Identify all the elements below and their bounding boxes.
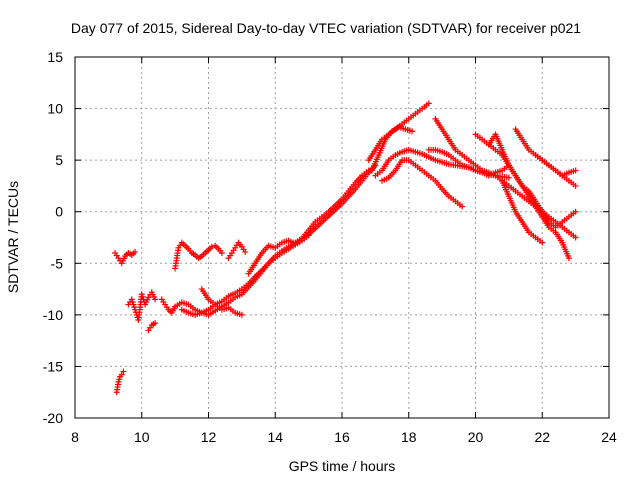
data-point bbox=[242, 248, 249, 255]
x-tick-label: 10 bbox=[134, 429, 150, 445]
data-point bbox=[565, 255, 572, 262]
y-tick-label: 15 bbox=[47, 49, 63, 65]
data-point bbox=[238, 311, 245, 318]
y-tick-label: 0 bbox=[55, 204, 63, 220]
data-point bbox=[132, 248, 139, 255]
x-axis-title: GPS time / hours bbox=[289, 458, 396, 474]
x-tick-label: 12 bbox=[201, 429, 217, 445]
x-tick-label: 24 bbox=[601, 429, 617, 445]
data-point bbox=[305, 232, 312, 239]
x-tick-label: 18 bbox=[401, 429, 417, 445]
data-point bbox=[208, 243, 215, 250]
grid bbox=[75, 57, 609, 418]
chart-title: Day 077 of 2015, Sidereal Day-to-day VTE… bbox=[71, 20, 581, 36]
data-point bbox=[425, 100, 432, 107]
y-axis-title: SDTVAR / TECUs bbox=[5, 181, 21, 293]
y-tick-label: -5 bbox=[51, 255, 64, 271]
data-point bbox=[572, 234, 579, 241]
data-points bbox=[112, 100, 579, 396]
data-point bbox=[118, 371, 125, 378]
data-point bbox=[218, 249, 225, 256]
data-point bbox=[572, 182, 579, 189]
data-point bbox=[505, 174, 512, 181]
y-tick-label: -10 bbox=[43, 307, 63, 323]
data-point bbox=[572, 208, 579, 215]
x-tick-label: 14 bbox=[267, 429, 283, 445]
data-point bbox=[152, 320, 159, 327]
data-point bbox=[152, 296, 159, 303]
x-tick-label: 16 bbox=[334, 429, 350, 445]
y-tick-label: 5 bbox=[55, 152, 63, 168]
x-tick-label: 20 bbox=[468, 429, 484, 445]
data-point bbox=[459, 203, 466, 210]
x-tick-label: 8 bbox=[71, 429, 79, 445]
data-point bbox=[539, 239, 546, 246]
x-tick-label: 22 bbox=[534, 429, 550, 445]
data-point bbox=[572, 167, 579, 174]
axis-ticks: 8 10 12 14 16 18 20 22 24 -20 -15 -10 -5 0 5 10 15 bbox=[43, 49, 617, 445]
y-tick-label: 10 bbox=[47, 101, 63, 117]
y-tick-label: -20 bbox=[43, 410, 63, 426]
y-tick-label: -15 bbox=[43, 358, 63, 374]
data-point bbox=[120, 368, 127, 375]
data-point bbox=[409, 128, 416, 135]
